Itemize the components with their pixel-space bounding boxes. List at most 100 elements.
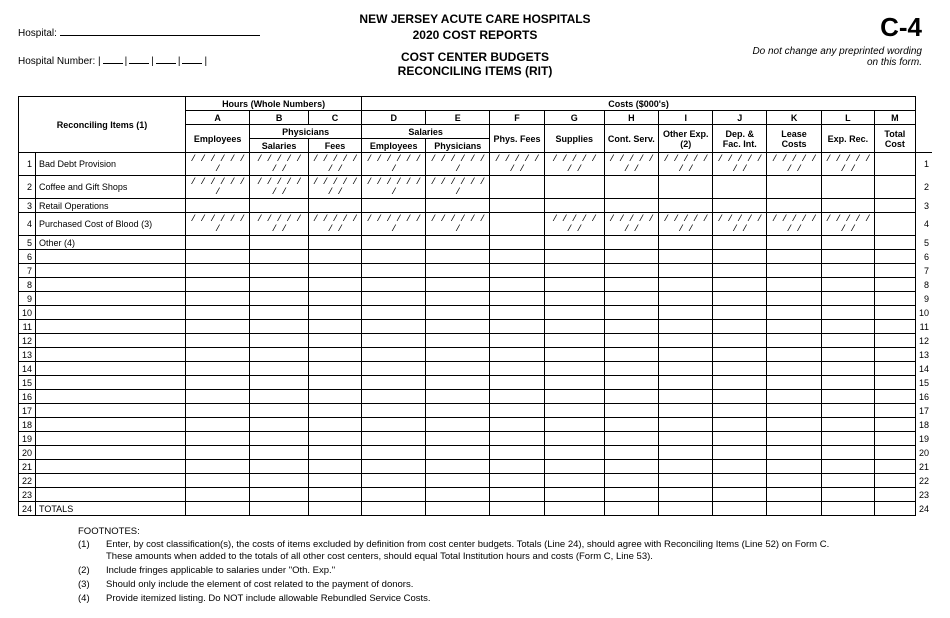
cell[interactable] [604, 460, 658, 474]
cell[interactable] [766, 376, 821, 390]
cell[interactable] [766, 362, 821, 376]
cell[interactable] [544, 199, 604, 213]
cell[interactable] [490, 334, 545, 348]
cell[interactable] [544, 236, 604, 250]
cell[interactable] [874, 264, 915, 278]
cell[interactable] [874, 199, 915, 213]
cell[interactable] [308, 390, 361, 404]
cell[interactable] [713, 502, 767, 516]
cell[interactable] [766, 390, 821, 404]
cell[interactable] [822, 502, 875, 516]
cell[interactable] [713, 306, 767, 320]
cell[interactable] [362, 348, 426, 362]
cell[interactable] [490, 236, 545, 250]
cell[interactable] [250, 292, 309, 306]
cell[interactable] [426, 292, 490, 306]
cell[interactable] [766, 236, 821, 250]
cell[interactable] [604, 199, 658, 213]
cell[interactable] [766, 404, 821, 418]
cell[interactable] [426, 488, 490, 502]
cell[interactable] [822, 460, 875, 474]
cell[interactable] [362, 418, 426, 432]
cell[interactable] [604, 278, 658, 292]
cell[interactable] [766, 292, 821, 306]
cell[interactable] [874, 250, 915, 264]
cell[interactable] [713, 236, 767, 250]
cell[interactable] [186, 474, 250, 488]
cell[interactable] [362, 278, 426, 292]
cell[interactable] [658, 176, 713, 199]
cell[interactable] [250, 320, 309, 334]
cell[interactable] [186, 488, 250, 502]
cell[interactable] [604, 362, 658, 376]
hospital-input[interactable] [60, 35, 260, 36]
cell[interactable] [713, 334, 767, 348]
cell[interactable] [308, 199, 361, 213]
cell[interactable] [250, 278, 309, 292]
cell[interactable] [426, 418, 490, 432]
cell[interactable] [874, 488, 915, 502]
cell[interactable] [490, 446, 545, 460]
cell[interactable] [308, 264, 361, 278]
cell[interactable] [604, 418, 658, 432]
cell[interactable] [874, 306, 915, 320]
cell[interactable] [308, 278, 361, 292]
cell[interactable] [822, 306, 875, 320]
cell[interactable] [362, 390, 426, 404]
cell[interactable] [308, 488, 361, 502]
cell[interactable] [713, 390, 767, 404]
cell[interactable] [544, 432, 604, 446]
cell[interactable] [490, 376, 545, 390]
cell[interactable] [713, 488, 767, 502]
cell[interactable] [658, 390, 713, 404]
cell[interactable] [544, 446, 604, 460]
cell[interactable] [308, 460, 361, 474]
cell[interactable] [544, 460, 604, 474]
cell[interactable] [544, 376, 604, 390]
cell[interactable] [250, 236, 309, 250]
cell[interactable] [308, 306, 361, 320]
cell[interactable] [426, 432, 490, 446]
cell[interactable] [490, 250, 545, 264]
cell[interactable] [362, 334, 426, 348]
cell[interactable] [186, 460, 250, 474]
cell[interactable] [250, 348, 309, 362]
cell[interactable] [186, 376, 250, 390]
cell[interactable] [426, 446, 490, 460]
cell[interactable] [308, 250, 361, 264]
cell[interactable] [713, 362, 767, 376]
cell[interactable] [250, 488, 309, 502]
cell[interactable] [874, 362, 915, 376]
cell[interactable] [362, 404, 426, 418]
cell[interactable] [822, 432, 875, 446]
hospital-number-seg3[interactable] [156, 63, 176, 64]
cell[interactable] [544, 474, 604, 488]
cell[interactable] [362, 264, 426, 278]
cell[interactable] [822, 176, 875, 199]
cell[interactable] [822, 376, 875, 390]
cell[interactable] [308, 418, 361, 432]
cell[interactable] [604, 376, 658, 390]
cell[interactable] [362, 306, 426, 320]
cell[interactable] [874, 502, 915, 516]
hospital-number-seg4[interactable] [182, 63, 202, 64]
cell[interactable] [658, 432, 713, 446]
cell[interactable] [766, 418, 821, 432]
cell[interactable] [874, 474, 915, 488]
cell[interactable] [822, 199, 875, 213]
cell[interactable] [426, 362, 490, 376]
cell[interactable] [426, 236, 490, 250]
cell[interactable] [426, 264, 490, 278]
cell[interactable] [186, 306, 250, 320]
cell[interactable] [186, 502, 250, 516]
cell[interactable] [874, 278, 915, 292]
cell[interactable] [874, 376, 915, 390]
cell[interactable] [713, 250, 767, 264]
cell[interactable] [713, 404, 767, 418]
cell[interactable] [766, 250, 821, 264]
cell[interactable] [490, 362, 545, 376]
cell[interactable] [186, 418, 250, 432]
cell[interactable] [490, 488, 545, 502]
cell[interactable] [874, 432, 915, 446]
cell[interactable] [544, 250, 604, 264]
